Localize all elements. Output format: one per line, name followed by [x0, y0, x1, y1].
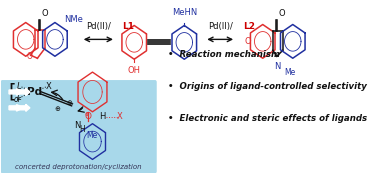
Text: O: O: [26, 52, 32, 61]
Text: •  Reaction mechanism: • Reaction mechanism: [167, 50, 280, 59]
Text: O: O: [279, 9, 285, 18]
Text: O: O: [42, 9, 48, 18]
Text: Pd(II)/: Pd(II)/: [208, 22, 232, 31]
FancyArrow shape: [9, 104, 30, 111]
Text: O: O: [85, 112, 92, 121]
Text: H: H: [80, 125, 85, 134]
FancyArrow shape: [9, 89, 30, 95]
Text: Pd: Pd: [26, 87, 42, 97]
Text: Pd(II)/: Pd(II)/: [86, 22, 111, 31]
FancyArrowPatch shape: [12, 105, 22, 111]
Text: Me: Me: [86, 131, 97, 140]
Text: L: L: [17, 93, 22, 102]
Text: •  Origins of ligand-controlled selectivity: • Origins of ligand-controlled selectivi…: [167, 81, 366, 90]
Text: N: N: [74, 121, 81, 130]
Text: ⊕: ⊕: [66, 100, 72, 106]
Text: NMe: NMe: [64, 15, 83, 24]
Text: O: O: [245, 37, 251, 46]
Text: X: X: [46, 81, 52, 90]
Text: H: H: [99, 112, 106, 121]
Text: L1: L1: [122, 22, 134, 31]
Text: X: X: [117, 112, 123, 121]
Text: OH: OH: [128, 66, 141, 75]
FancyBboxPatch shape: [1, 80, 157, 173]
Text: N: N: [274, 62, 280, 71]
Text: [: [: [9, 82, 16, 101]
Text: concerted deprotonation/cyclization: concerted deprotonation/cyclization: [15, 164, 142, 170]
Text: •  Electronic and steric effects of ligands: • Electronic and steric effects of ligan…: [167, 114, 367, 123]
Text: MeHN: MeHN: [172, 7, 197, 17]
Text: ⊕: ⊕: [54, 106, 60, 112]
FancyArrowPatch shape: [12, 89, 22, 95]
Text: L: L: [17, 81, 22, 90]
Text: ⊕: ⊕: [84, 112, 89, 117]
Text: Me: Me: [284, 68, 296, 77]
Text: or: or: [14, 95, 21, 104]
Text: L2: L2: [243, 22, 255, 31]
